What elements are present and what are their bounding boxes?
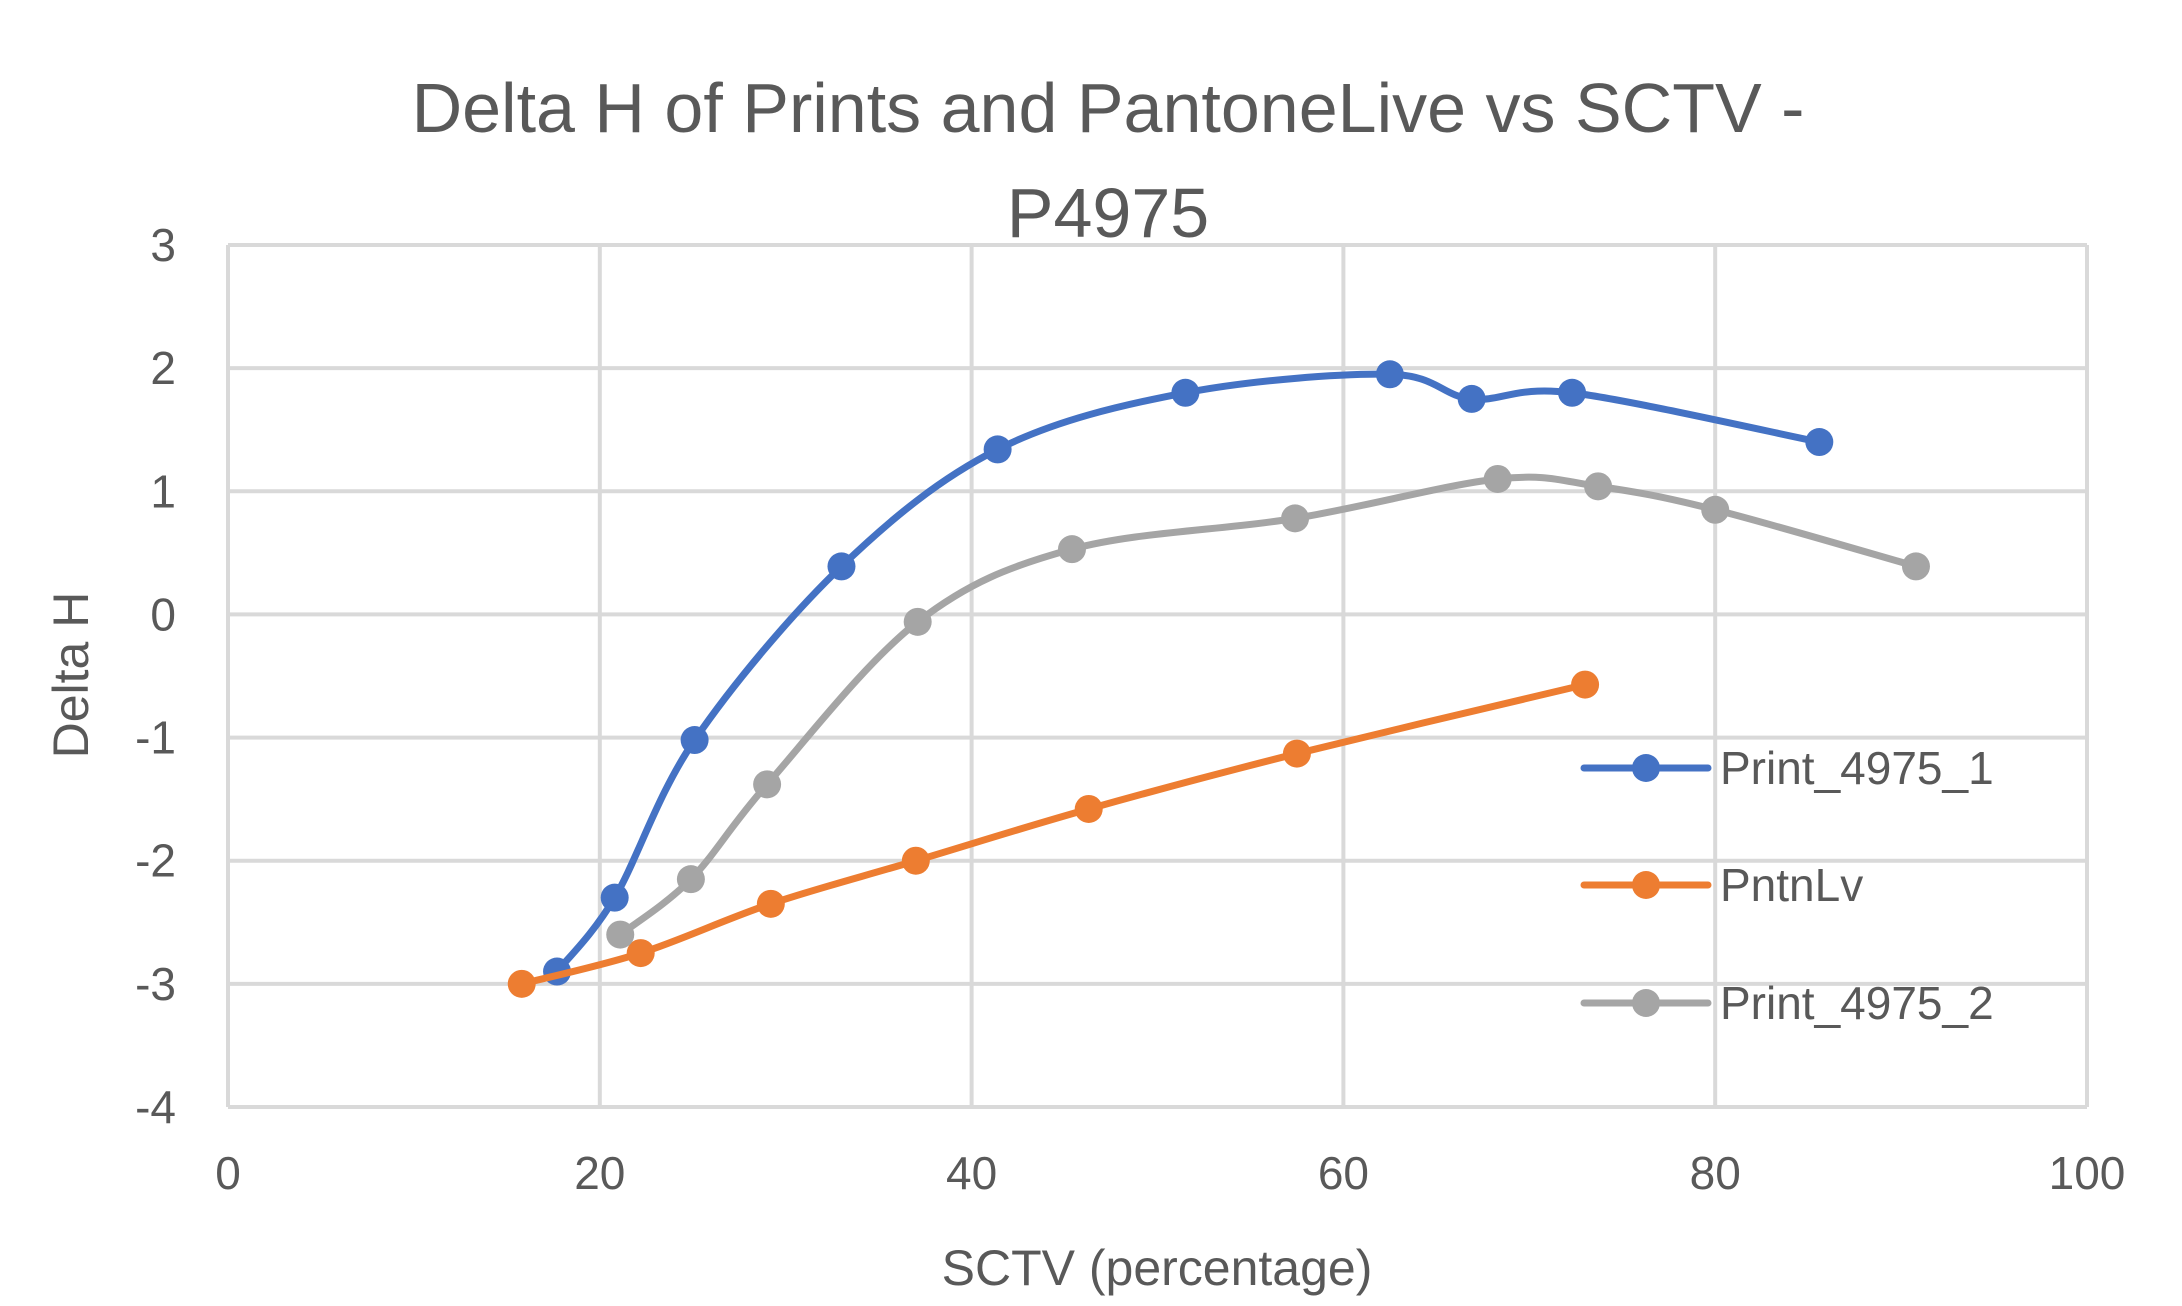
data-point xyxy=(983,435,1012,464)
y-tick-label: -1 xyxy=(135,712,176,764)
y-tick-label: 0 xyxy=(150,588,176,640)
legend-swatch-marker xyxy=(1632,754,1660,782)
x-tick-label: 20 xyxy=(574,1147,625,1199)
series-line-print-4975-1 xyxy=(553,370,1823,976)
data-point xyxy=(1457,384,1486,413)
series-print-4975-1 xyxy=(543,360,1834,986)
data-point xyxy=(680,726,709,755)
data-point xyxy=(626,939,655,968)
x-tick-label: 40 xyxy=(946,1147,997,1199)
series-pntnlv xyxy=(507,670,1600,998)
legend-label: Print_4975_2 xyxy=(1720,977,1994,1029)
chart-title-line-1: Delta H of Prints and PantoneLive vs SCT… xyxy=(412,69,1805,147)
chart-title-line-2: P4975 xyxy=(1007,174,1209,252)
data-point xyxy=(600,883,629,912)
series-layer xyxy=(507,360,1930,998)
y-tick-label: -4 xyxy=(135,1081,176,1133)
data-point xyxy=(1584,472,1613,501)
legend-label: Print_4975_1 xyxy=(1720,742,1994,794)
data-point xyxy=(676,865,705,894)
legend-item-pntnlv: PntnLv xyxy=(1580,859,1863,911)
y-tick-label: -3 xyxy=(135,958,176,1010)
data-point xyxy=(903,607,932,636)
x-tick-label: 60 xyxy=(1318,1147,1369,1199)
data-point xyxy=(606,920,635,949)
data-point xyxy=(1483,464,1512,493)
series-line-pntnlv xyxy=(518,681,1589,988)
y-axis-title: Delta H xyxy=(43,592,99,759)
data-point xyxy=(1171,378,1200,407)
data-point xyxy=(756,889,785,918)
grid xyxy=(226,243,2089,1109)
legend-label: PntnLv xyxy=(1720,859,1863,911)
data-point xyxy=(1057,535,1086,564)
series-print-4975-2 xyxy=(606,464,1930,949)
data-point xyxy=(753,770,782,799)
data-point xyxy=(1571,670,1600,699)
y-tick-label: 1 xyxy=(150,465,176,517)
data-point xyxy=(1281,504,1310,533)
data-point xyxy=(1701,495,1730,524)
y-tick-label: 3 xyxy=(150,219,176,271)
data-point xyxy=(1282,739,1311,768)
series-line-print-4975-2 xyxy=(616,473,1920,939)
data-point xyxy=(827,552,856,581)
y-tick-label: -2 xyxy=(135,835,176,887)
legend-item-print-4975-2: Print_4975_2 xyxy=(1580,977,1994,1029)
legend: Print_4975_1 PntnLv Print_4975_2 xyxy=(1580,742,1994,1029)
x-tick-label: 0 xyxy=(215,1147,241,1199)
legend-item-print-4975-1: Print_4975_1 xyxy=(1580,742,1994,794)
data-point xyxy=(1375,360,1404,389)
x-tick-label: 100 xyxy=(2049,1147,2126,1199)
data-point xyxy=(1074,794,1103,823)
data-point xyxy=(1901,552,1930,581)
x-tick-label: 80 xyxy=(1690,1147,1741,1199)
data-point xyxy=(1558,378,1587,407)
data-point xyxy=(507,969,536,998)
tick-labels: 0 20 40 60 80 100 -4 -3 -2 -1 0 1 2 3 xyxy=(135,219,2125,1199)
legend-swatch-marker xyxy=(1632,989,1660,1017)
x-axis-title: SCTV (percentage) xyxy=(942,1240,1373,1296)
y-tick-label: 2 xyxy=(150,342,176,394)
data-point xyxy=(901,846,930,875)
data-point xyxy=(1805,428,1834,457)
legend-swatch-marker xyxy=(1632,871,1660,899)
